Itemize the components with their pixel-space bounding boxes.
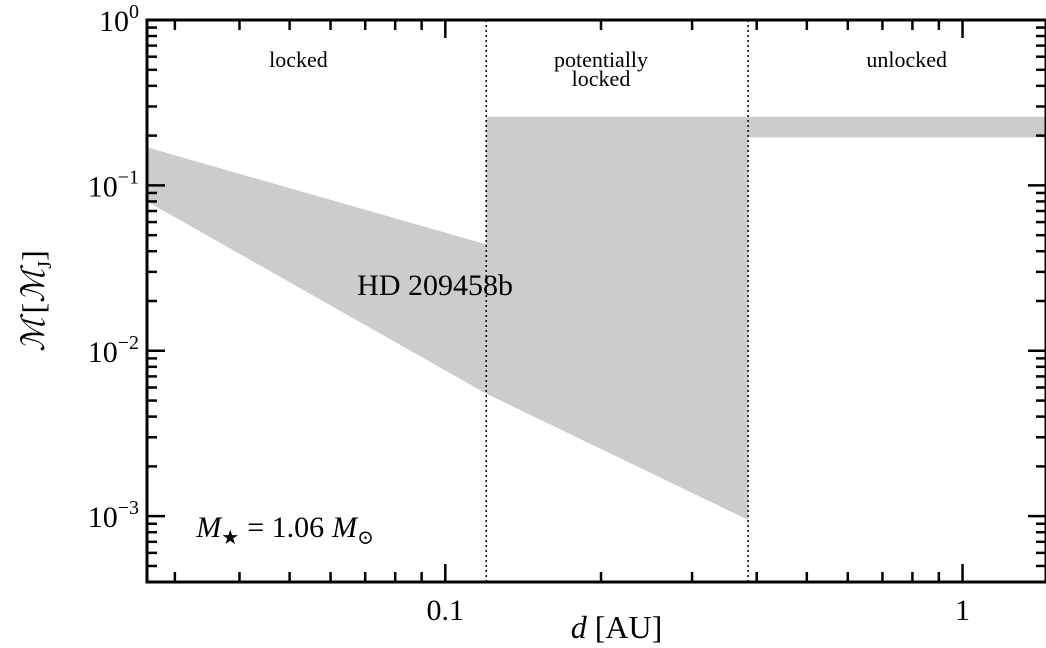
shaded-region bbox=[748, 116, 1046, 138]
region-label: locked bbox=[269, 47, 328, 72]
y-tick-label: 10−3 bbox=[88, 497, 139, 534]
planet-annotation: HD 209458b bbox=[357, 269, 513, 302]
y-axis-label: ℳ[ℳJ] bbox=[15, 250, 56, 352]
x-tick-label: 1 bbox=[955, 594, 970, 627]
x-tick-label: 0.1 bbox=[427, 594, 465, 627]
region-label: potentially bbox=[554, 47, 648, 72]
y-tick-label: 100 bbox=[99, 1, 139, 38]
tick-labels: 0.1 1 100 10−1 10−2 10−3 bbox=[88, 1, 970, 627]
region-label: unlocked bbox=[866, 47, 947, 72]
region-label: locked bbox=[572, 66, 631, 91]
shaded-region bbox=[486, 116, 749, 520]
x-axis-label: d [AU] bbox=[571, 609, 663, 645]
shaded-regions bbox=[147, 116, 1046, 520]
y-tick-label: 10−2 bbox=[88, 332, 139, 369]
shaded-region bbox=[147, 147, 487, 394]
region-boundaries bbox=[485, 20, 749, 582]
y-tick-label: 10−1 bbox=[88, 166, 139, 203]
stellar-mass-label: M★ = 1.06 M⊙ bbox=[195, 511, 374, 549]
axis-ticks bbox=[147, 18, 1046, 584]
